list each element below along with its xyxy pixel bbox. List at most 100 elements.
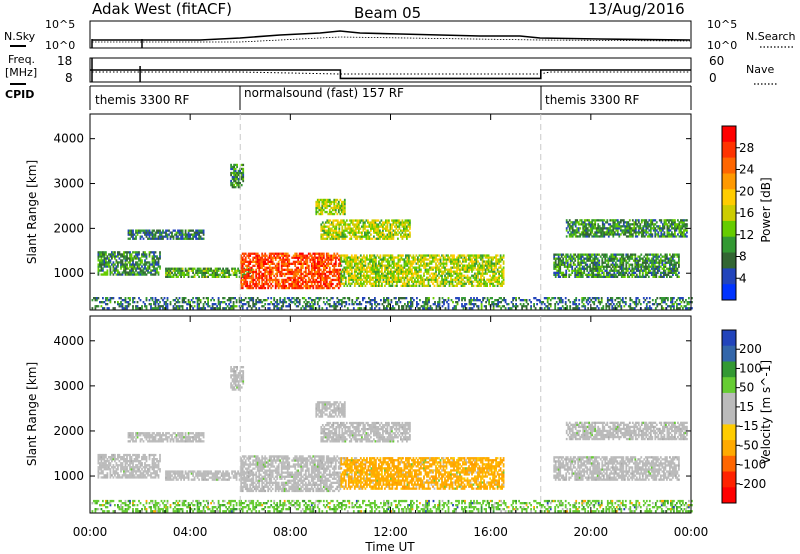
echo-cell	[408, 280, 410, 283]
echo-cell	[159, 307, 161, 310]
echo-cell	[409, 264, 412, 267]
echo-cell	[168, 275, 170, 278]
echo-cell	[294, 276, 297, 280]
echo-cell	[147, 267, 149, 270]
echo-cell	[225, 271, 227, 274]
echo-cell	[190, 229, 193, 232]
echo-cell	[265, 280, 268, 284]
echo-cell	[178, 271, 181, 274]
echo-cell	[259, 301, 262, 304]
echo-cell	[425, 297, 427, 300]
echo-cell	[382, 280, 385, 283]
echo-cell	[597, 301, 600, 304]
echo-cell	[472, 274, 475, 277]
echo-cell	[539, 299, 541, 302]
echo-cell	[385, 221, 387, 224]
echo-cell	[238, 275, 241, 278]
echo-cell	[411, 264, 413, 267]
echo-cell	[372, 266, 374, 269]
echo-cell	[341, 268, 344, 271]
echo-cell	[348, 237, 351, 240]
echo-cell	[590, 271, 593, 274]
echo-cell	[464, 305, 466, 308]
echo-cell	[213, 275, 215, 278]
echo-cell	[387, 272, 389, 275]
echo-cell	[484, 268, 487, 271]
echo-cell	[480, 278, 482, 281]
echo-cell	[199, 307, 202, 310]
echo-cell	[264, 286, 267, 290]
echo-cell	[475, 284, 478, 287]
echo-cell	[361, 237, 363, 240]
echo-cell	[575, 305, 578, 308]
echo-cell	[515, 305, 517, 308]
echo-cell	[356, 278, 359, 281]
echo-cell	[405, 268, 407, 271]
echo-cell	[406, 235, 408, 238]
echo-cell	[303, 262, 306, 265]
nsearch-trace	[92, 36, 691, 43]
echo-cell	[292, 262, 295, 265]
echo-cell	[210, 269, 212, 272]
echo-cell	[433, 266, 436, 269]
echo-cell	[196, 231, 199, 234]
echo-cell	[363, 266, 365, 269]
echo-cell	[466, 264, 469, 267]
echo-cell	[574, 269, 577, 272]
echo-cell	[602, 273, 605, 276]
echo-cell	[267, 270, 270, 274]
echo-cell	[480, 254, 482, 257]
echo-cell	[124, 261, 127, 264]
echo-cell	[648, 301, 651, 304]
echo-cell	[586, 259, 589, 262]
echo-cell	[584, 297, 587, 300]
echo-cell	[486, 268, 488, 271]
echo-cell	[595, 255, 598, 258]
echo-cell	[493, 256, 496, 259]
echo-cell	[559, 259, 562, 262]
echo-cell	[385, 276, 388, 279]
echo-cell	[391, 256, 394, 259]
echo-cell	[468, 303, 471, 306]
echo-cell	[575, 255, 578, 258]
echo-cell	[264, 280, 267, 284]
echo-cell	[142, 231, 145, 234]
echo-cell	[604, 275, 607, 278]
echo-cell	[515, 303, 517, 306]
echo-cell	[355, 270, 358, 273]
echo-cell	[444, 256, 446, 259]
echo-cell	[357, 307, 360, 310]
echo-cell	[439, 268, 442, 271]
echo-cell	[328, 200, 331, 204]
echo-cell	[301, 282, 304, 286]
echo-cell	[189, 235, 191, 238]
echo-cell	[229, 307, 232, 310]
echo-cell	[321, 270, 324, 274]
echo-cell	[109, 259, 112, 262]
echo-cell	[407, 225, 410, 228]
echo-cell	[350, 260, 353, 263]
echo-cell	[421, 256, 424, 259]
echo-cell	[336, 212, 339, 216]
echo-cell	[285, 262, 288, 265]
echo-cell	[267, 260, 270, 263]
echo-cell	[400, 268, 403, 271]
echo-cell	[253, 303, 256, 306]
echo-cell	[138, 253, 140, 256]
echo-cell	[286, 262, 289, 265]
echo-cell	[589, 269, 592, 272]
echo-cell	[276, 282, 279, 286]
echo-cell	[361, 274, 364, 277]
echo-cell	[276, 256, 279, 259]
echo-cell	[608, 299, 611, 302]
echo-cell	[549, 303, 552, 306]
echo-cell	[575, 265, 578, 268]
echo-cell	[390, 254, 392, 257]
echo-cell	[103, 253, 106, 256]
echo-cell	[347, 274, 350, 277]
echo-cell	[374, 301, 376, 304]
echo-cell	[664, 299, 666, 302]
echo-cell	[487, 256, 490, 259]
echo-cell	[353, 231, 356, 234]
echo-cell	[459, 276, 461, 279]
